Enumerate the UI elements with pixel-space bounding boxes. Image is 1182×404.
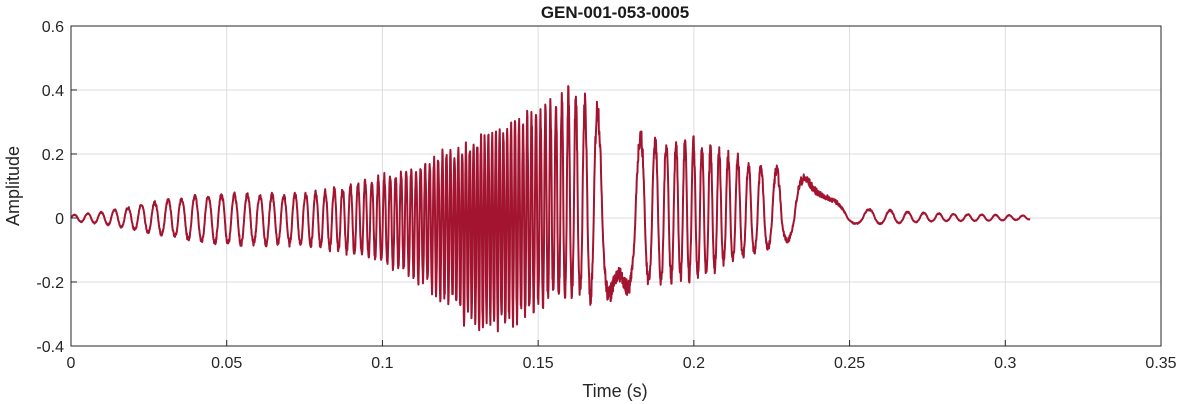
x-tick-label: 0.05 — [211, 355, 242, 372]
x-tick-label: 0.3 — [994, 355, 1016, 372]
y-tick-label: -0.2 — [36, 275, 64, 292]
y-axis-label: Amplitude — [3, 146, 23, 226]
y-axis-ticks: -0.4 -0.2 0 0.2 0.4 0.6 — [36, 19, 77, 356]
y-tick-label: 0.6 — [42, 19, 64, 36]
x-tick-label: 0.15 — [523, 355, 554, 372]
y-tick-label: 0.2 — [42, 147, 64, 164]
x-tick-label: 0 — [67, 355, 76, 372]
plot-area — [71, 26, 1161, 346]
y-tick-label: -0.4 — [36, 339, 64, 356]
x-axis-ticks: 0 0.05 0.1 0.15 0.2 0.25 0.3 0.35 — [67, 340, 1177, 372]
plot-frame — [70, 25, 1162, 347]
x-axis-label: Time (s) — [582, 381, 647, 401]
x-tick-label: 0.1 — [371, 355, 393, 372]
chart-title: GEN-001-053-0005 — [541, 3, 689, 22]
x-tick-label: 0.2 — [683, 355, 705, 372]
x-tick-label: 0.35 — [1145, 355, 1176, 372]
x-tick-label: 0.25 — [834, 355, 865, 372]
amplitude-series-line — [70, 85, 1031, 333]
y-tick-label: 0 — [55, 211, 64, 228]
y-tick-label: 0.4 — [42, 83, 64, 100]
